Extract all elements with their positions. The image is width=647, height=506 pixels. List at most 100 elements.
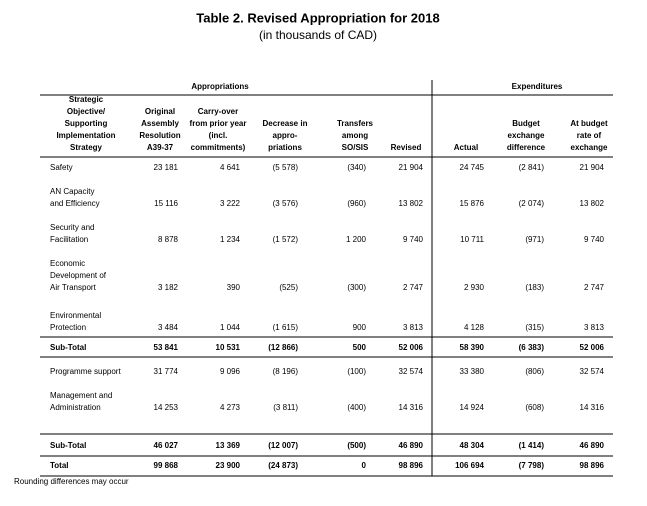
cell-value: 0 bbox=[362, 461, 367, 470]
cell-value: 21 904 bbox=[580, 163, 605, 172]
cell-value: 21 904 bbox=[399, 163, 424, 172]
row-label: Total bbox=[50, 461, 69, 470]
column-header: difference bbox=[507, 143, 546, 152]
cell-value: (525) bbox=[279, 283, 298, 292]
cell-value: 14 316 bbox=[580, 403, 605, 412]
cell-value: 9 740 bbox=[584, 235, 605, 244]
cell-value: 13 802 bbox=[399, 199, 424, 208]
cell-value: 9 740 bbox=[403, 235, 424, 244]
cell-value: (400) bbox=[347, 403, 366, 412]
column-header: rate of bbox=[577, 131, 602, 140]
cell-value: (500) bbox=[347, 441, 366, 450]
column-header: (incl. bbox=[209, 131, 228, 140]
column-header: commitments) bbox=[191, 143, 246, 152]
cell-value: 13 369 bbox=[216, 441, 241, 450]
row-label: Management and bbox=[50, 391, 112, 400]
cell-value: 31 774 bbox=[154, 367, 179, 376]
column-header: exchange bbox=[571, 143, 608, 152]
cell-value: (315) bbox=[525, 323, 544, 332]
footnote: Rounding differences may occur bbox=[14, 477, 129, 486]
cell-value: (3 811) bbox=[273, 403, 298, 412]
cell-value: 3 182 bbox=[158, 283, 179, 292]
cell-value: 10 711 bbox=[460, 235, 484, 244]
cell-value: 2 747 bbox=[584, 283, 605, 292]
cell-value: 52 006 bbox=[580, 343, 605, 352]
cell-value: 46 890 bbox=[399, 441, 424, 450]
cell-value: (960) bbox=[347, 199, 366, 208]
column-header: SO/SIS bbox=[342, 143, 369, 152]
cell-value: 15 116 bbox=[154, 199, 178, 208]
cell-value: 23 181 bbox=[154, 163, 179, 172]
column-header: Revised bbox=[391, 143, 422, 152]
column-header: Actual bbox=[454, 143, 478, 152]
cell-value: 32 574 bbox=[580, 367, 605, 376]
cell-value: (100) bbox=[347, 367, 366, 376]
cell-value: 98 896 bbox=[580, 461, 605, 470]
cell-value: (12 007) bbox=[268, 441, 298, 450]
cell-value: 24 745 bbox=[460, 163, 485, 172]
cell-value: 1 200 bbox=[346, 235, 367, 244]
cell-value: 32 574 bbox=[399, 367, 424, 376]
title: Table 2. Revised Appropriation for 2018 bbox=[196, 10, 439, 25]
cell-value: 48 304 bbox=[460, 441, 485, 450]
cell-value: 1 234 bbox=[220, 235, 241, 244]
row-label: Programme support bbox=[50, 367, 121, 376]
cell-value: 52 006 bbox=[399, 343, 424, 352]
row-label: Facilitation bbox=[50, 235, 88, 244]
cell-value: 13 802 bbox=[580, 199, 605, 208]
cell-value: (8 196) bbox=[273, 367, 299, 376]
cell-value: (608) bbox=[525, 403, 544, 412]
column-header: appro- bbox=[273, 131, 298, 140]
cell-value: 3 813 bbox=[403, 323, 424, 332]
row-label: Air Transport bbox=[50, 283, 97, 292]
row-label: Environmental bbox=[50, 311, 101, 320]
row-label: Safety bbox=[50, 163, 73, 172]
cell-value: 46 890 bbox=[580, 441, 605, 450]
cell-value: (1 615) bbox=[273, 323, 299, 332]
cell-value: 900 bbox=[353, 323, 367, 332]
cell-value: (24 873) bbox=[268, 461, 298, 470]
column-header: Supporting bbox=[65, 119, 108, 128]
row-label: Protection bbox=[50, 323, 86, 332]
cell-value: 8 878 bbox=[158, 235, 179, 244]
column-header: Implementation bbox=[56, 131, 115, 140]
cell-value: (2 841) bbox=[519, 163, 545, 172]
cell-value: 23 900 bbox=[216, 461, 241, 470]
column-header: A39-37 bbox=[147, 143, 174, 152]
row-label: Sub-Total bbox=[50, 343, 86, 352]
cell-value: (3 576) bbox=[273, 199, 299, 208]
column-header: from prior year bbox=[190, 119, 247, 128]
cell-value: (1 572) bbox=[273, 235, 299, 244]
column-header: exchange bbox=[508, 131, 545, 140]
row-label: Development of bbox=[50, 271, 107, 280]
cell-value: 4 128 bbox=[464, 323, 485, 332]
subtitle: (in thousands of CAD) bbox=[259, 28, 377, 42]
cell-value: 1 044 bbox=[220, 323, 241, 332]
cell-value: (7 798) bbox=[519, 461, 545, 470]
cell-value: 390 bbox=[227, 283, 241, 292]
cell-value: 15 876 bbox=[460, 199, 485, 208]
cell-value: 14 253 bbox=[154, 403, 179, 412]
cell-value: 9 096 bbox=[220, 367, 241, 376]
row-label: and Efficiency bbox=[50, 199, 100, 208]
cell-value: 3 813 bbox=[584, 323, 605, 332]
cell-value: (6 383) bbox=[519, 343, 545, 352]
cell-value: 53 841 bbox=[154, 343, 179, 352]
cell-value: 14 924 bbox=[460, 403, 485, 412]
column-header: Carry-over bbox=[198, 107, 238, 116]
cell-value: 58 390 bbox=[460, 343, 485, 352]
cell-value: 106 694 bbox=[455, 461, 484, 470]
cell-value: 4 273 bbox=[220, 403, 241, 412]
row-label: Security and bbox=[50, 223, 94, 232]
cell-value: 14 316 bbox=[399, 403, 424, 412]
cell-value: (340) bbox=[347, 163, 366, 172]
column-header: Budget bbox=[512, 119, 540, 128]
cell-value: (1 414) bbox=[519, 441, 545, 450]
cell-value: 10 531 bbox=[216, 343, 241, 352]
column-header: Objective/ bbox=[67, 107, 106, 116]
group-header: Appropriations bbox=[191, 82, 249, 91]
cell-value: 3 484 bbox=[158, 323, 179, 332]
cell-value: (183) bbox=[525, 283, 544, 292]
group-header: Expenditures bbox=[512, 82, 563, 91]
